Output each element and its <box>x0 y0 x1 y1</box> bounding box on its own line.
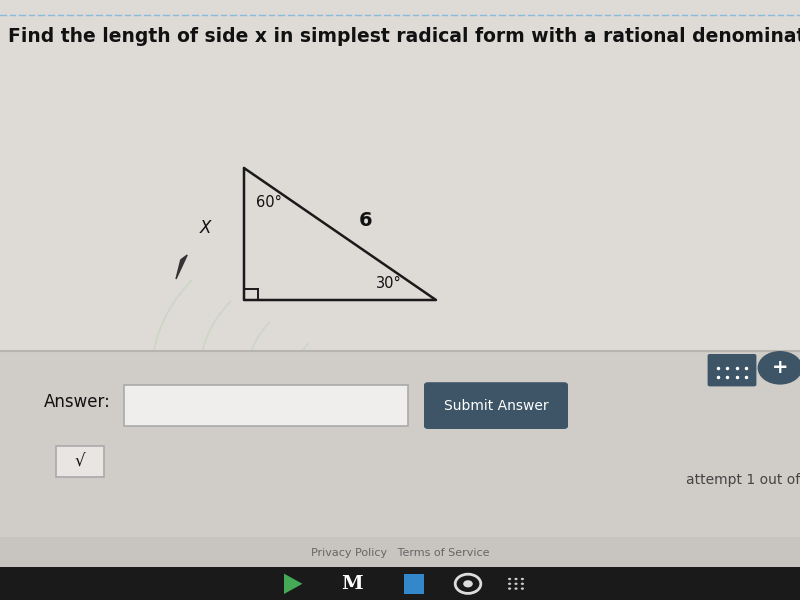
Circle shape <box>508 583 511 585</box>
FancyBboxPatch shape <box>0 351 800 600</box>
Circle shape <box>521 587 524 590</box>
Text: √: √ <box>74 452 86 470</box>
Circle shape <box>521 578 524 580</box>
Text: 30°: 30° <box>376 276 402 291</box>
Circle shape <box>758 351 800 385</box>
FancyBboxPatch shape <box>708 354 757 386</box>
Text: 60°: 60° <box>256 195 282 210</box>
Circle shape <box>463 580 473 587</box>
Circle shape <box>514 587 518 590</box>
Circle shape <box>508 587 511 590</box>
Text: Answer:: Answer: <box>44 393 111 411</box>
Text: attempt 1 out of: attempt 1 out of <box>686 473 800 487</box>
Polygon shape <box>284 574 302 594</box>
FancyBboxPatch shape <box>0 567 800 600</box>
FancyBboxPatch shape <box>404 574 424 594</box>
Text: X: X <box>200 219 211 237</box>
Text: Copyright © 2020 DeltaMath.com  All Rights Reserved.: Copyright © 2020 DeltaMath.com All Right… <box>256 568 544 578</box>
Text: 6: 6 <box>358 211 373 230</box>
Text: Find the length of side x in simplest radical form with a rational denominator.: Find the length of side x in simplest ra… <box>8 27 800 46</box>
Circle shape <box>514 583 518 585</box>
Text: +: + <box>772 358 788 377</box>
Text: M: M <box>341 575 363 593</box>
Polygon shape <box>176 255 187 279</box>
FancyBboxPatch shape <box>424 382 568 429</box>
FancyBboxPatch shape <box>0 537 800 600</box>
FancyBboxPatch shape <box>124 385 408 426</box>
FancyBboxPatch shape <box>56 446 104 477</box>
Circle shape <box>514 578 518 580</box>
Text: Privacy Policy   Terms of Service: Privacy Policy Terms of Service <box>310 548 490 558</box>
Circle shape <box>521 583 524 585</box>
Text: Submit Answer: Submit Answer <box>444 398 548 413</box>
Circle shape <box>508 578 511 580</box>
